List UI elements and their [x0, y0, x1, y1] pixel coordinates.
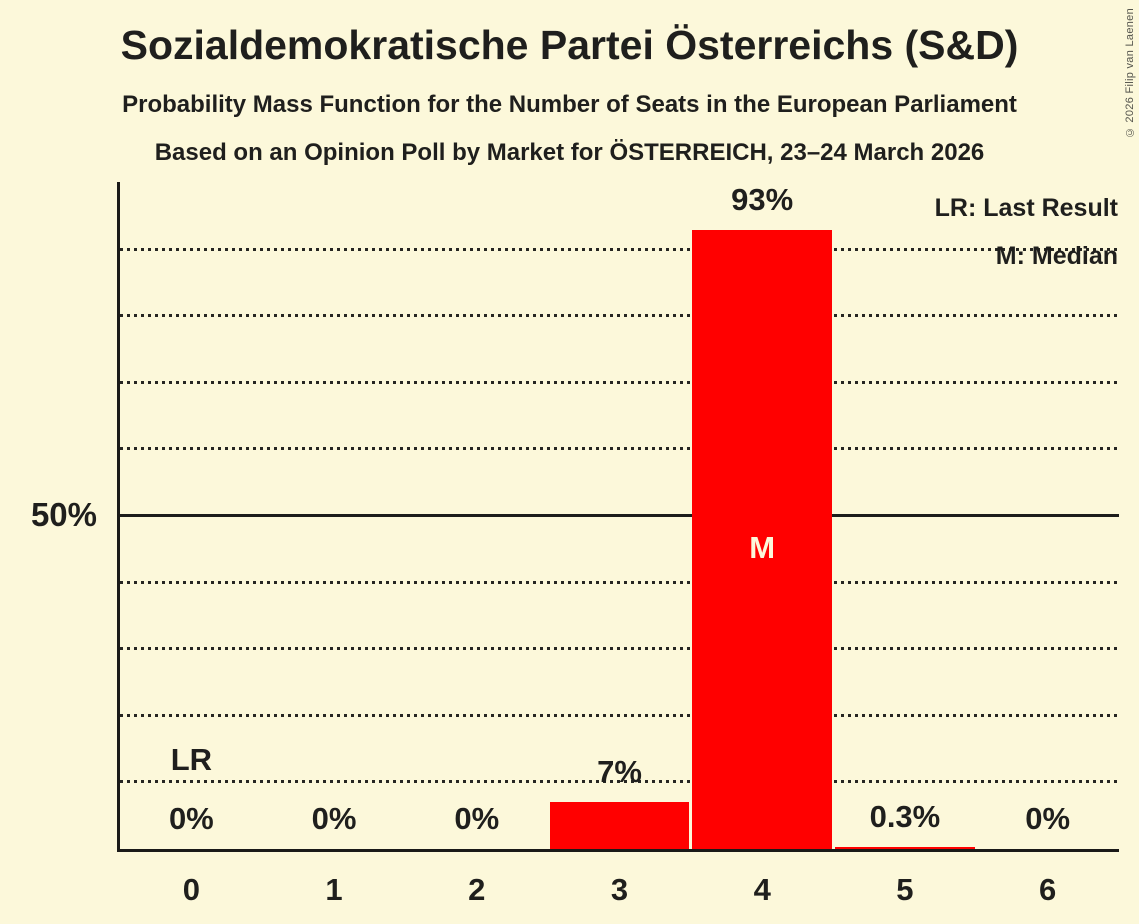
bar-value-label-6: 0% — [1025, 801, 1071, 836]
x-axis-labels: 0 1 2 3 4 5 6 — [120, 873, 1119, 907]
median-marker: M — [749, 530, 776, 565]
gridline-20 — [120, 713, 1119, 717]
bar-value-label-3: 7% — [597, 754, 642, 790]
chart-legend: LR: Last Result M: Median — [935, 184, 1118, 280]
bar-value-label-4: 93% — [731, 181, 794, 217]
gridline-30 — [120, 647, 1119, 651]
chart-subtitle-line2: Based on an Opinion Poll by Market for Ö… — [154, 139, 985, 166]
bar-value-label-5: 0.3% — [869, 799, 941, 835]
bar-value-label-2: 0% — [454, 801, 500, 836]
x-axis-label-4: 4 — [753, 872, 771, 907]
bar-seats-4 — [692, 229, 833, 849]
bar-value-label-1: 0% — [311, 801, 357, 836]
x-axis-label-0: 0 — [182, 872, 200, 907]
bar-seats-5 — [835, 847, 975, 849]
chart-subtitle-line1: Probability Mass Function for the Number… — [122, 91, 1017, 118]
bar-value-label-0: 0% — [168, 801, 214, 836]
page-title: Sozialdemokratische Partei Österreichs (… — [120, 22, 1019, 68]
gridline-10 — [120, 780, 1119, 784]
x-axis-label-6: 6 — [1039, 872, 1057, 907]
gridline-60 — [120, 447, 1119, 451]
x-axis-line — [117, 849, 1119, 852]
x-axis-label-5: 5 — [896, 872, 914, 907]
bar-seats-3 — [549, 802, 690, 849]
x-axis-label-2: 2 — [468, 872, 486, 907]
x-axis-label-1: 1 — [325, 872, 343, 907]
y-axis-tick-label: 50% — [30, 496, 97, 533]
y-axis-line — [117, 182, 120, 850]
x-axis-label-3: 3 — [610, 872, 629, 907]
legend-last-result: LR: Last Result — [934, 194, 1118, 222]
gridline-40 — [120, 580, 1119, 584]
gridline-90 — [120, 247, 1119, 251]
gridline-80 — [120, 314, 1119, 318]
plot-area: 0% LR 0% 0% 7% 93% M 0.3% 0% 50% 0 1 2 3 4 5 6 — [31, 181, 1119, 907]
gridline-50-solid — [120, 514, 1119, 517]
legend-median: M: Median — [995, 242, 1118, 270]
last-result-marker: LR — [170, 742, 213, 778]
gridline-70 — [120, 380, 1119, 384]
